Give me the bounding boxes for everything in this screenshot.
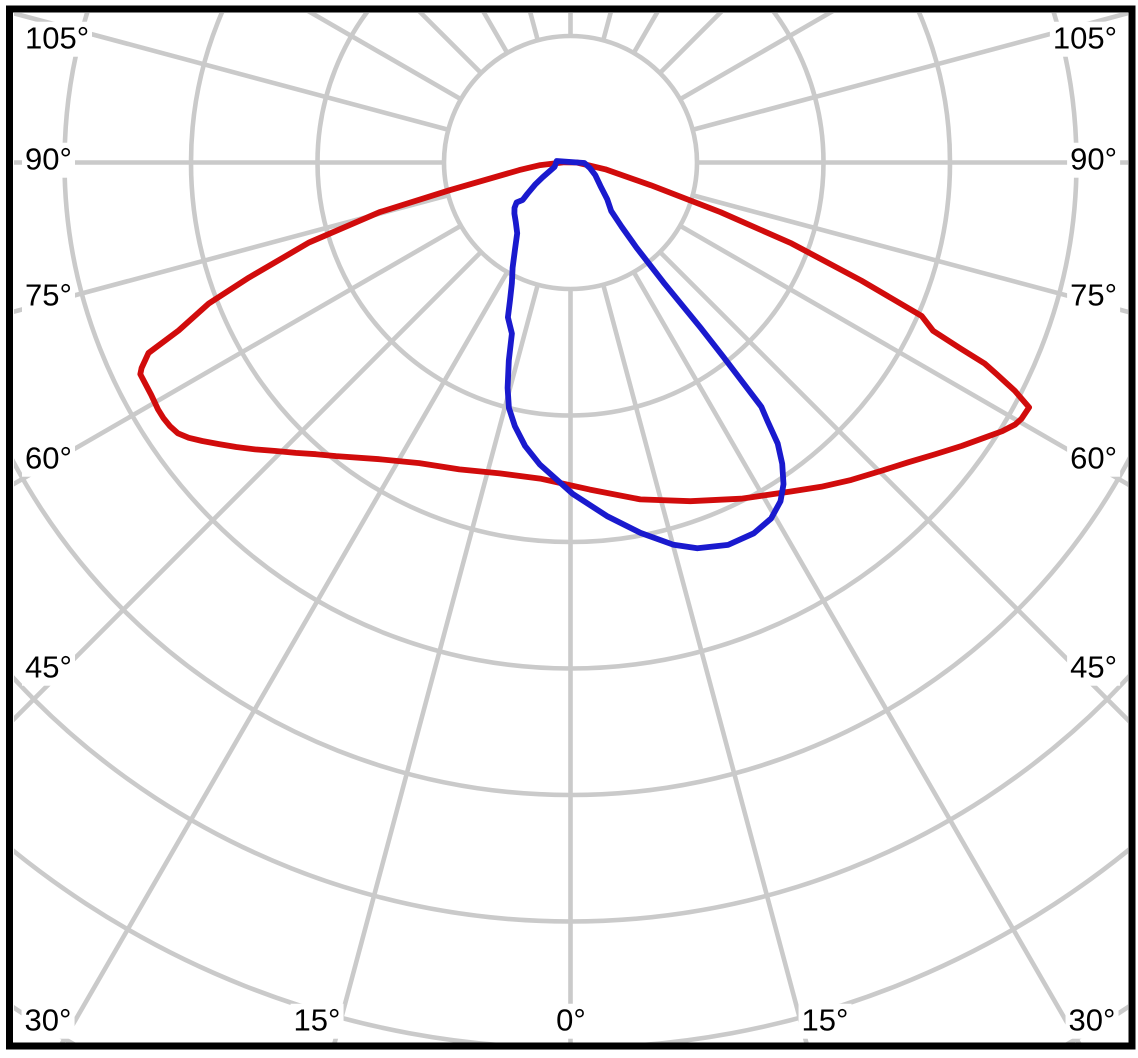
- angle-label: 30°: [21, 1003, 75, 1039]
- angle-label: 105°: [22, 21, 93, 57]
- angle-label: 60°: [22, 441, 75, 477]
- grid-spoke: [658, 250, 1128, 724]
- angle-label: 75°: [1067, 278, 1120, 314]
- grid-spoke: [692, 13, 1128, 132]
- angle-label: 105°: [1049, 21, 1120, 57]
- grid-spoke: [14, 193, 449, 314]
- curve-blue: [504, 158, 787, 552]
- grid-spoke: [601, 284, 809, 1043]
- grid-spoke: [14, 223, 463, 487]
- grid-spoke: [631, 270, 1082, 1043]
- grid-spoke: [14, 250, 483, 723]
- grid-spoke: [14, 13, 449, 132]
- grid-spoke: [678, 223, 1128, 488]
- grid-spoke: [59, 270, 510, 1043]
- angle-label: 30°: [1065, 1003, 1119, 1039]
- angle-label: 75°: [22, 278, 75, 314]
- angle-label: 0°: [553, 1003, 589, 1039]
- chart-frame: [6, 5, 1136, 1050]
- angle-label: 15°: [798, 1003, 852, 1039]
- grid-spoke: [692, 193, 1128, 315]
- angle-label: 45°: [1067, 650, 1120, 686]
- angle-label: 60°: [1067, 441, 1120, 477]
- angle-label: 90°: [22, 142, 75, 178]
- angle-label: 45°: [22, 650, 75, 686]
- angle-label: 15°: [290, 1003, 344, 1039]
- angle-label: 90°: [1067, 142, 1120, 178]
- grid-spoke: [332, 284, 540, 1043]
- curve-red: [137, 159, 1032, 505]
- curves-layer: [137, 158, 1032, 552]
